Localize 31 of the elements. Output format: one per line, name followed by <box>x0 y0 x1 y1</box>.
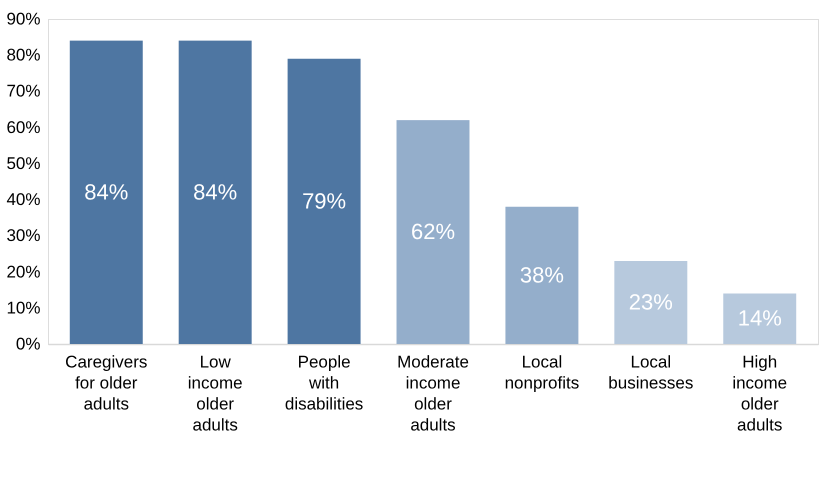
data-label: 62% <box>410 219 456 244</box>
y-tick-label: 40% <box>6 190 40 210</box>
x-tick-label: Local nonprofits <box>504 352 580 392</box>
data-label: 14% <box>738 306 782 331</box>
y-tick-label: 80% <box>6 46 40 65</box>
y-tick-label: 50% <box>6 154 40 173</box>
data-label: 79% <box>302 188 346 214</box>
y-tick-label: 0% <box>16 334 40 354</box>
bar <box>614 260 688 344</box>
x-tick-label: Low income older adults <box>188 352 243 434</box>
bar <box>723 293 796 344</box>
x-tick-label: High income older adults <box>732 352 788 434</box>
data-label: 84% <box>193 179 238 204</box>
bar <box>396 120 470 344</box>
y-tick-label: 20% <box>6 262 40 282</box>
x-tick-label: Moderate income older adults <box>397 352 469 434</box>
x-tick-label: Caregivers for older adults <box>65 352 148 414</box>
y-tick-label: 30% <box>6 226 40 246</box>
x-tick-label: Local businesses <box>608 352 694 392</box>
data-label: 38% <box>520 262 564 288</box>
y-tick-label: 70% <box>6 82 40 101</box>
data-label: 84% <box>84 179 128 204</box>
x-tick-label: People with disabilities <box>284 352 364 414</box>
data-label: 23% <box>628 289 673 314</box>
bar <box>505 206 578 344</box>
y-tick-label: 60% <box>6 118 40 137</box>
bar <box>178 40 252 344</box>
bar <box>70 40 143 344</box>
y-tick-label: 10% <box>6 298 40 318</box>
bar <box>288 58 361 344</box>
y-tick-label: 90% <box>6 10 40 28</box>
